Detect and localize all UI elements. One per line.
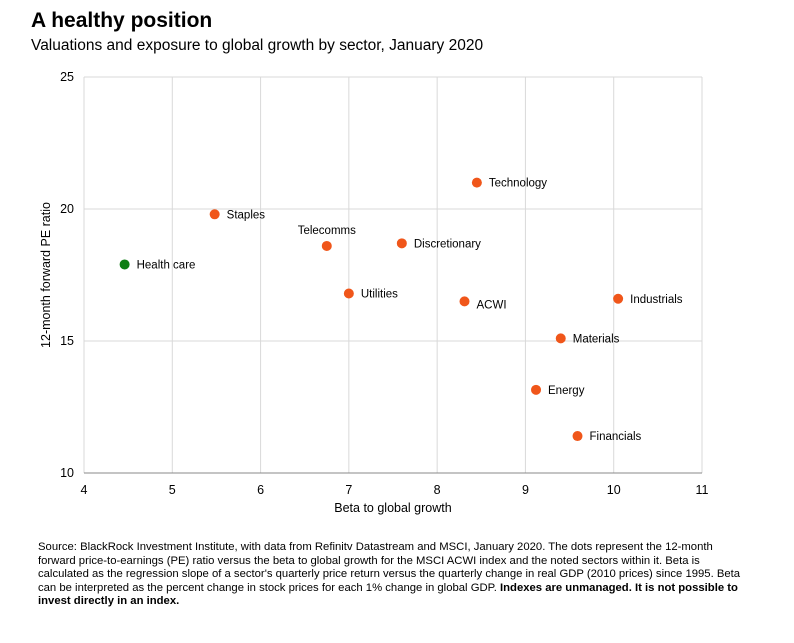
data-point	[209, 209, 220, 220]
y-tick-label: 15	[60, 334, 74, 348]
x-axis-label: Beta to global growth	[334, 501, 451, 515]
x-tick-label: 11	[696, 483, 709, 497]
data-point	[343, 288, 354, 299]
data-label: Materials	[573, 333, 620, 345]
x-tick-label: 6	[257, 483, 264, 497]
data-label: Telecomms	[298, 225, 356, 237]
data-label: Health care	[137, 259, 196, 271]
footnote: Source: BlackRock Investment Institute, …	[38, 541, 748, 609]
data-point	[471, 177, 482, 188]
x-tick-label: 4	[81, 483, 88, 497]
data-point	[459, 296, 470, 307]
data-point	[531, 384, 542, 395]
y-tick-label: 25	[60, 70, 74, 84]
x-tick-label: 8	[434, 483, 441, 497]
footnote-disclaimer: Indexes are unmanaged. It is not possibl…	[38, 581, 738, 608]
data-label: Technology	[489, 178, 547, 190]
data-point	[396, 238, 407, 249]
footnote-text: Source: BlackRock Investment Institute, …	[38, 541, 741, 594]
data-label: Financials	[590, 431, 642, 443]
data-label: ACWI	[477, 299, 507, 311]
data-label: Energy	[548, 385, 585, 397]
scatter-chart: 4 5 6 7 8 9 10 11 10 15 20 25 Beta to global growth 1…	[39, 70, 709, 515]
x-tick-label: 10	[607, 483, 621, 497]
data-point	[613, 293, 624, 304]
data-label: Industrials	[630, 294, 683, 306]
y-axis-label: 12-month forward PE ratio	[39, 202, 53, 348]
data-point	[119, 259, 130, 270]
data-label: Staples	[227, 209, 266, 221]
x-tick-label: 9	[522, 483, 529, 497]
data-label: Utilities	[361, 288, 398, 300]
data-point	[572, 431, 583, 442]
y-tick-label: 20	[60, 202, 74, 216]
x-tick-label: 7	[345, 483, 352, 497]
data-point	[321, 240, 332, 251]
x-tick-label: 5	[169, 483, 176, 497]
chart-subtitle: Valuations and exposure to global growth…	[31, 37, 484, 54]
data-point	[555, 333, 566, 344]
y-tick-label: 10	[60, 466, 74, 480]
chart-title: A healthy position	[31, 9, 213, 32]
data-label: Discretionary	[414, 238, 481, 250]
